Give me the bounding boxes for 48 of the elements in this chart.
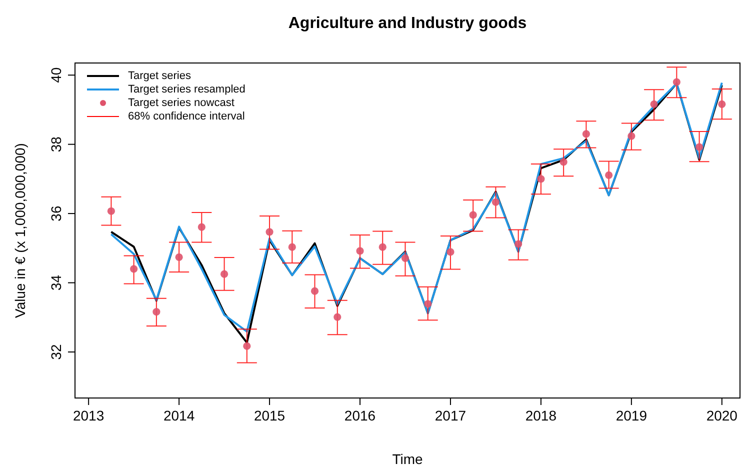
y-axis-title: Value in € (x 1,000,000,000) <box>12 143 28 318</box>
legend-label: Target series <box>128 70 192 82</box>
point <box>672 78 680 86</box>
point <box>334 313 342 321</box>
point <box>424 300 432 308</box>
x-axis-title: Time <box>392 451 424 467</box>
point <box>514 240 522 248</box>
x-tick-label: 2014 <box>163 407 195 424</box>
point <box>220 270 228 278</box>
x-tick-label: 2016 <box>344 407 376 424</box>
point <box>560 158 568 166</box>
point <box>492 198 500 206</box>
point <box>628 132 636 140</box>
y-tick-label: 36 <box>48 206 64 222</box>
legend-label: Target series nowcast <box>128 97 234 109</box>
x-tick-label: 2019 <box>616 407 648 424</box>
point <box>310 287 319 295</box>
point <box>266 228 274 236</box>
x-tick-label: 2013 <box>72 407 104 424</box>
point <box>605 171 613 179</box>
point <box>718 100 726 108</box>
point <box>401 254 410 262</box>
x-tick-label: 2020 <box>706 407 738 424</box>
point <box>537 175 545 183</box>
point <box>130 265 138 273</box>
point <box>650 100 658 108</box>
point <box>288 243 296 251</box>
point <box>469 211 477 219</box>
y-tick-label: 40 <box>48 67 64 83</box>
x-tick-label: 2018 <box>525 407 557 424</box>
y-tick-label: 38 <box>48 136 64 152</box>
point <box>378 243 386 251</box>
x-tick-label: 2017 <box>434 407 466 424</box>
point <box>243 342 251 350</box>
chart-title: Agriculture and Industry goods <box>288 15 527 32</box>
annotation: 68% confidence interval <box>128 110 245 122</box>
point <box>356 247 364 255</box>
point <box>446 248 454 256</box>
point <box>198 223 206 231</box>
point <box>582 130 590 138</box>
point <box>152 308 160 316</box>
y-tick-label: 34 <box>48 274 64 291</box>
legend-label: Target series resampled <box>128 84 246 96</box>
point <box>695 143 704 151</box>
point <box>107 207 115 215</box>
point <box>175 253 183 261</box>
x-tick-label: 2015 <box>254 407 286 424</box>
y-tick-label: 32 <box>48 344 64 360</box>
